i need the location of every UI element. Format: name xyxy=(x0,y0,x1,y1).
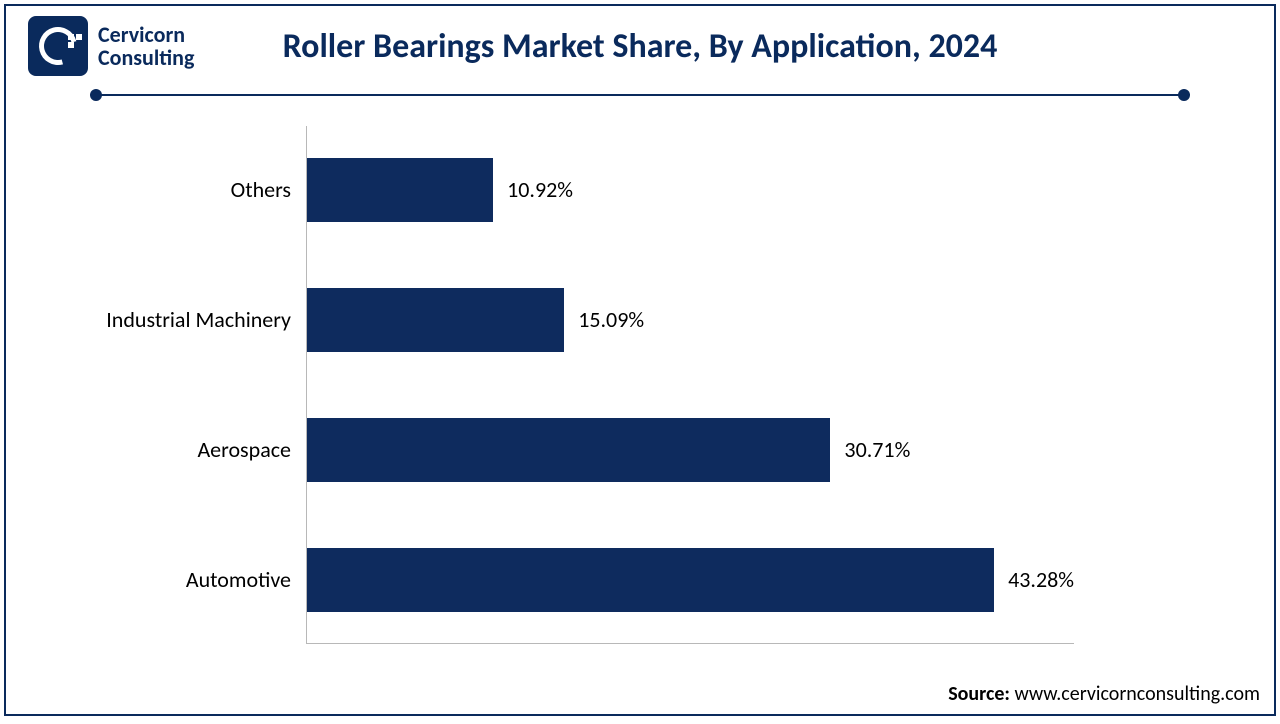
source-label: Source: xyxy=(948,682,1010,706)
bar-chart: Others10.92% Industrial Machinery15.09% Ae… xyxy=(306,126,1074,644)
source-value: www.cervicornconsulting.com xyxy=(1014,682,1260,706)
bar-row: Industrial Machinery15.09% xyxy=(307,288,1074,352)
bar xyxy=(307,158,493,222)
bar-value-label: 43.28% xyxy=(1008,566,1074,593)
bar-value-label: 15.09% xyxy=(578,306,644,333)
category-label: Others xyxy=(231,176,291,203)
category-label: Industrial Machinery xyxy=(106,306,291,333)
source-attribution: Source: www.cervicornconsulting.com xyxy=(948,682,1260,706)
category-label: Automotive xyxy=(186,566,291,593)
bar-row: Others10.92% xyxy=(307,158,1074,222)
bar-value-label: 30.71% xyxy=(844,436,910,463)
category-label: Aerospace xyxy=(197,436,291,463)
bar xyxy=(307,548,994,612)
chart-title: Roller Bearings Market Share, By Applica… xyxy=(6,26,1274,67)
title-divider xyxy=(96,94,1184,96)
bar xyxy=(307,418,830,482)
bar-row: Aerospace30.71% xyxy=(307,418,1074,482)
bar xyxy=(307,288,564,352)
chart-frame: Cervicorn Consulting Roller Bearings Mar… xyxy=(4,4,1276,716)
bar-row: Automotive43.28% xyxy=(307,548,1074,612)
bar-value-label: 10.92% xyxy=(507,176,573,203)
